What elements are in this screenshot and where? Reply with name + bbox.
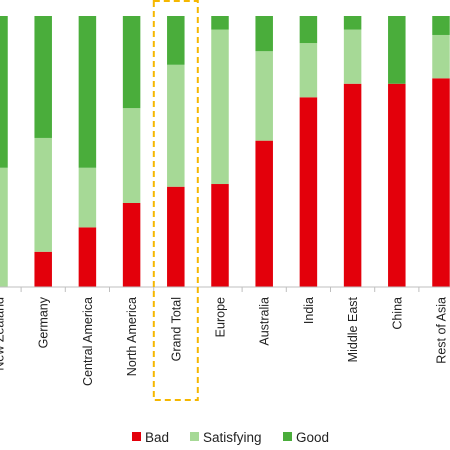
- bar-good-rest-of-asia: [432, 16, 450, 35]
- legend-label-good: Good: [296, 430, 329, 445]
- legend-swatch-good: [283, 432, 292, 441]
- x-tick-label-china: China: [390, 297, 404, 330]
- x-tick-label-central-america: Central America: [81, 297, 95, 386]
- bars-group: [0, 16, 450, 287]
- bar-bad-grand-total: [167, 186, 185, 287]
- bar-good-india: [299, 16, 318, 44]
- bar-good-europe: [211, 16, 229, 30]
- bar-satisfying-middle-east: [343, 29, 362, 84]
- bar-bad-europe: [211, 184, 229, 287]
- x-tick-label-new-zealand: New Zealand: [0, 297, 7, 371]
- bar-satisfying-europe: [211, 29, 229, 185]
- bar-bad-china: [388, 83, 406, 287]
- bar-good-north-america: [122, 16, 141, 109]
- bar-good-germany: [34, 16, 52, 138]
- legend-swatch-satisfying: [190, 432, 199, 441]
- legend-swatch-bad: [132, 432, 141, 441]
- bar-satisfying-grand-total: [167, 64, 185, 187]
- bar-satisfying-new-zealand: [0, 167, 8, 287]
- bar-satisfying-australia: [255, 51, 273, 141]
- x-tick-label-europe: Europe: [214, 297, 228, 337]
- highlight-box: [152, 0, 199, 401]
- bar-satisfying-rest-of-asia: [432, 34, 450, 79]
- legend: Bad Satisfying Good: [132, 430, 329, 445]
- x-tick-label-rest-of-asia: Rest of Asia: [435, 297, 449, 364]
- bar-good-australia: [255, 16, 273, 52]
- x-tick-label-grand-total: Grand Total: [169, 297, 183, 361]
- bar-good-new-zealand: [0, 16, 8, 168]
- x-tick-labels: New Zealand Germany Central America North A…: [0, 296, 449, 386]
- x-tick-marks: [20, 287, 420, 292]
- bar-satisfying-india: [299, 43, 318, 98]
- x-tick-label-india: India: [302, 297, 316, 324]
- bar-bad-germany: [34, 251, 52, 287]
- bar-bad-rest-of-asia: [432, 78, 450, 287]
- bar-good-middle-east: [343, 16, 362, 30]
- x-tick-label-north-america: North America: [125, 297, 139, 376]
- bar-satisfying-north-america: [122, 108, 141, 203]
- bar-good-grand-total: [167, 16, 185, 65]
- bar-bad-middle-east: [343, 83, 362, 287]
- bar-bad-north-america: [122, 202, 141, 287]
- bar-good-central-america: [78, 16, 97, 168]
- bar-satisfying-central-america: [78, 167, 97, 228]
- x-tick-label-middle-east: Middle East: [346, 296, 360, 362]
- x-tick-label-australia: Australia: [258, 297, 272, 346]
- legend-label-bad: Bad: [145, 430, 169, 445]
- bar-satisfying-germany: [34, 137, 52, 252]
- x-tick-label-germany: Germany: [37, 296, 51, 348]
- bar-good-china: [388, 16, 406, 84]
- legend-label-satisfying: Satisfying: [203, 430, 262, 445]
- bar-bad-australia: [255, 140, 273, 287]
- bar-bad-india: [299, 97, 318, 287]
- bar-bad-central-america: [78, 227, 97, 287]
